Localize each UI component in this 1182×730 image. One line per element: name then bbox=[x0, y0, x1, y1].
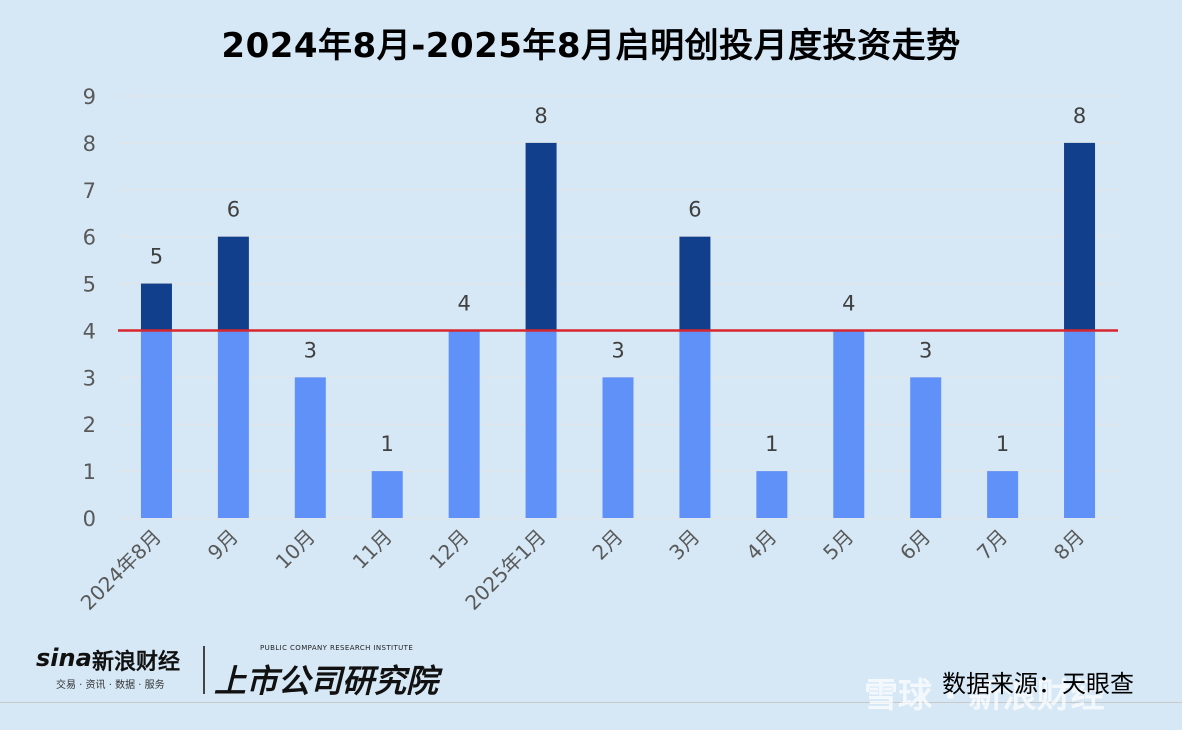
bar bbox=[1064, 330, 1096, 518]
x-tick-label: 10月 bbox=[271, 525, 320, 574]
bar bbox=[910, 377, 942, 518]
bar bbox=[525, 330, 557, 518]
y-tick-label: 4 bbox=[83, 319, 96, 343]
sina-finance-logo: sina 新浪财经 交易 · 资讯 · 数据 · 服务 bbox=[36, 644, 204, 694]
x-tick-label: 2024年8月 bbox=[76, 525, 166, 615]
bar bbox=[602, 377, 634, 518]
sina-finance-tagline: 交易 · 资讯 · 数据 · 服务 bbox=[56, 680, 165, 691]
bar-above-reference bbox=[525, 142, 557, 331]
bar bbox=[833, 330, 865, 518]
logo-divider bbox=[203, 646, 205, 694]
data-label: 6 bbox=[227, 198, 240, 222]
x-tick-label: 4月 bbox=[741, 525, 781, 565]
research-institute-logo: PUBLIC COMPANY RESEARCH INSTITUTE 上市公司研究… bbox=[214, 644, 444, 700]
data-label: 3 bbox=[611, 338, 624, 362]
y-tick-label: 1 bbox=[83, 460, 96, 484]
data-label: 1 bbox=[381, 432, 394, 456]
sina-logo-text: sina bbox=[36, 644, 92, 672]
sina-finance-name: 新浪财经 bbox=[92, 650, 181, 675]
watermark: 雪球 · 新浪财经 bbox=[864, 676, 1105, 716]
chart-title: 2024年8月-2025年8月启明创投月度投资走势 bbox=[221, 26, 961, 66]
bar bbox=[756, 471, 788, 518]
data-label: 8 bbox=[1073, 104, 1086, 128]
y-tick-label: 6 bbox=[83, 226, 96, 250]
data-label: 5 bbox=[150, 245, 163, 269]
x-tick-label: 5月 bbox=[818, 525, 858, 565]
data-label: 4 bbox=[457, 291, 470, 315]
bar bbox=[371, 471, 403, 518]
bar bbox=[217, 330, 249, 518]
data-source-note: 数据来源：天眼查 bbox=[942, 670, 1134, 698]
x-tick-label: 7月 bbox=[972, 525, 1012, 565]
y-tick-label: 7 bbox=[83, 179, 96, 203]
bar bbox=[294, 377, 326, 518]
bar-above-reference bbox=[1064, 142, 1096, 331]
y-tick-label: 8 bbox=[83, 132, 96, 156]
footer-divider bbox=[0, 702, 1182, 703]
bar-chart: 012345678952024年8月69月310月111月412月82025年1… bbox=[76, 85, 1118, 615]
y-tick-label: 5 bbox=[83, 273, 96, 297]
data-label: 3 bbox=[919, 338, 932, 362]
x-tick-label: 9月 bbox=[203, 525, 243, 565]
data-label: 8 bbox=[534, 104, 547, 128]
y-tick-label: 3 bbox=[83, 366, 96, 390]
bar-above-reference bbox=[679, 236, 711, 331]
x-tick-label: 12月 bbox=[425, 525, 474, 574]
bar bbox=[679, 330, 711, 518]
bar bbox=[448, 330, 480, 518]
x-tick-label: 6月 bbox=[895, 525, 935, 565]
bar bbox=[140, 330, 172, 518]
bar-above-reference bbox=[217, 236, 249, 331]
x-tick-label: 2月 bbox=[587, 525, 627, 565]
data-label: 4 bbox=[842, 291, 855, 315]
bar-above-reference bbox=[140, 283, 172, 331]
institute-chinese-name: 上市公司研究院 bbox=[214, 662, 439, 700]
y-tick-label: 9 bbox=[83, 85, 96, 109]
bar bbox=[987, 471, 1019, 518]
x-tick-label: 8月 bbox=[1049, 525, 1089, 565]
x-tick-label: 2025年1月 bbox=[460, 525, 550, 615]
x-tick-label: 3月 bbox=[664, 525, 704, 565]
institute-english-name: PUBLIC COMPANY RESEARCH INSTITUTE bbox=[260, 644, 414, 652]
y-tick-label: 2 bbox=[83, 413, 96, 437]
data-label: 3 bbox=[304, 338, 317, 362]
data-label: 1 bbox=[765, 432, 778, 456]
y-tick-label: 0 bbox=[83, 507, 96, 531]
data-label: 6 bbox=[688, 198, 701, 222]
x-tick-label: 11月 bbox=[348, 525, 397, 574]
data-label: 1 bbox=[996, 432, 1009, 456]
